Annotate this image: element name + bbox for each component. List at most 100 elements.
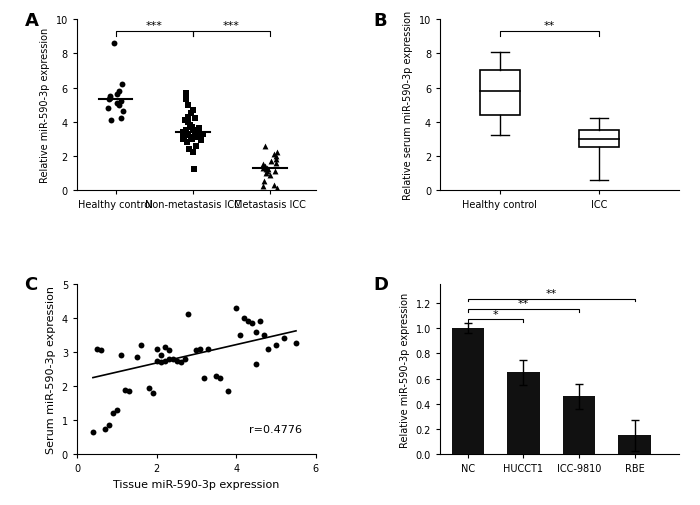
Point — [147, 389, 158, 397]
Point — [186, 134, 197, 142]
Point — [255, 318, 266, 326]
Text: C: C — [25, 276, 38, 293]
Point — [183, 311, 194, 319]
Point — [183, 132, 194, 140]
Point — [113, 88, 125, 96]
Point — [108, 40, 119, 48]
Y-axis label: Relative serum miR-590-3p expression: Relative serum miR-590-3p expression — [403, 11, 413, 200]
Point — [193, 125, 204, 133]
Point — [196, 137, 207, 145]
Point — [279, 335, 290, 343]
Point — [223, 387, 234, 395]
Text: ***: *** — [146, 21, 162, 31]
Point — [187, 135, 198, 143]
Point — [178, 132, 190, 140]
Point — [115, 115, 126, 123]
Point — [260, 170, 272, 178]
Point — [155, 351, 166, 360]
Point — [271, 153, 282, 161]
Point — [116, 351, 127, 360]
Text: **: ** — [544, 21, 555, 31]
Bar — [563, 396, 595, 454]
Point — [272, 185, 283, 193]
Point — [179, 355, 190, 363]
Point — [265, 171, 276, 179]
Point — [178, 130, 189, 138]
Point — [88, 428, 99, 436]
Point — [143, 384, 154, 392]
Point — [258, 331, 270, 339]
Point — [91, 345, 102, 353]
Point — [265, 158, 276, 166]
Point — [107, 410, 118, 418]
Point — [211, 372, 222, 380]
Bar — [480, 71, 519, 116]
Point — [111, 406, 122, 414]
Point — [189, 129, 200, 137]
Point — [117, 108, 128, 116]
Point — [269, 168, 280, 176]
Point — [163, 355, 174, 363]
Text: **: ** — [518, 299, 529, 309]
Point — [234, 331, 246, 339]
Point — [186, 123, 197, 131]
Text: A: A — [25, 12, 38, 30]
Point — [262, 345, 274, 353]
Bar — [452, 328, 484, 454]
Point — [197, 130, 208, 138]
Y-axis label: Relative miR-590-3p expression: Relative miR-590-3p expression — [40, 28, 50, 183]
Point — [181, 127, 192, 135]
Point — [189, 129, 200, 137]
Point — [270, 341, 281, 349]
Point — [178, 134, 190, 142]
Point — [190, 115, 201, 123]
Point — [194, 132, 205, 140]
Point — [183, 145, 194, 154]
Point — [258, 161, 269, 169]
Point — [177, 129, 188, 137]
Point — [251, 360, 262, 368]
Point — [251, 328, 262, 336]
Point — [199, 374, 210, 382]
Point — [183, 102, 194, 110]
Point — [262, 168, 273, 176]
Text: B: B — [373, 12, 387, 30]
Point — [239, 314, 250, 322]
Point — [182, 139, 193, 147]
Point — [270, 156, 281, 164]
Point — [190, 142, 202, 150]
Point — [175, 359, 186, 367]
Point — [123, 387, 134, 395]
Point — [116, 98, 127, 106]
Point — [106, 117, 117, 125]
Point — [262, 166, 274, 174]
Text: *: * — [493, 309, 498, 319]
Point — [151, 357, 162, 365]
Point — [159, 343, 170, 351]
Point — [102, 105, 113, 113]
Point — [258, 178, 270, 186]
Y-axis label: Relative miR-590-3p expression: Relative miR-590-3p expression — [400, 292, 410, 447]
Text: r=0.4776: r=0.4776 — [248, 424, 302, 434]
Point — [104, 93, 116, 101]
Point — [95, 346, 106, 355]
Point — [197, 130, 208, 138]
Point — [104, 94, 116, 103]
Point — [246, 319, 258, 327]
Point — [271, 159, 282, 167]
Point — [188, 127, 199, 135]
Point — [135, 341, 146, 349]
Point — [290, 340, 302, 348]
Point — [180, 96, 191, 105]
X-axis label: Tissue miR-590-3p expression: Tissue miR-590-3p expression — [113, 479, 279, 489]
Point — [99, 425, 111, 433]
Y-axis label: Serum miR-590-3p expression: Serum miR-590-3p expression — [46, 285, 56, 453]
Point — [184, 122, 195, 130]
Point — [188, 166, 199, 174]
Point — [268, 150, 279, 159]
Point — [180, 129, 191, 137]
Bar — [508, 373, 540, 454]
Point — [191, 134, 202, 142]
Point — [177, 135, 188, 143]
Point — [260, 163, 271, 171]
